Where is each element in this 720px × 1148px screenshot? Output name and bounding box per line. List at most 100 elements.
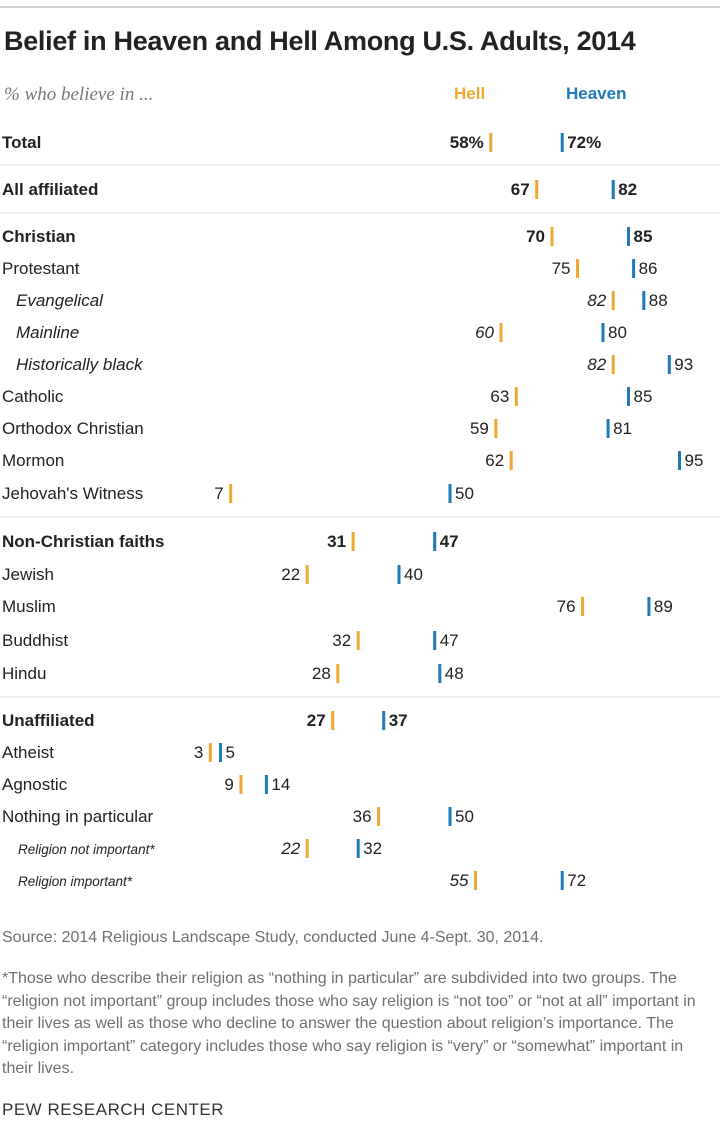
- hell-marker: [576, 259, 579, 278]
- hell-value-label: 31: [327, 532, 346, 551]
- legend-hell: Hell: [454, 84, 486, 103]
- hell-value-label: 67: [511, 180, 530, 199]
- row-label: Buddhist: [2, 631, 68, 650]
- hell-value-label: 82: [587, 291, 606, 310]
- heaven-marker: [627, 387, 630, 406]
- row-label: Unaffiliated: [2, 711, 95, 730]
- hell-value-label: 63: [490, 387, 509, 406]
- hell-marker: [509, 451, 513, 470]
- heaven-value-label: 47: [440, 631, 459, 650]
- hell-marker: [208, 743, 212, 762]
- heaven-marker: [438, 664, 442, 683]
- row-label: Historically black: [16, 355, 144, 374]
- row-label: All affiliated: [2, 180, 98, 199]
- hell-marker: [377, 807, 381, 826]
- heaven-value-label: 89: [654, 597, 673, 616]
- heaven-marker: [632, 259, 636, 278]
- hell-value-label: 36: [353, 807, 372, 826]
- heaven-value-label: 40: [404, 565, 423, 584]
- heaven-marker: [606, 419, 610, 438]
- pew-logo: PEW RESEARCH CENTER: [2, 1100, 225, 1119]
- hell-marker: [351, 532, 355, 551]
- hell-marker: [494, 419, 498, 438]
- heaven-value-label: 37: [389, 711, 408, 730]
- row-label: Religion not important*: [18, 842, 155, 857]
- heaven-marker: [560, 871, 564, 890]
- hell-value-label: 7: [214, 484, 223, 503]
- row-label: Religion important*: [18, 874, 133, 889]
- hell-value-label: 32: [332, 631, 351, 650]
- heaven-value-label: 72%: [567, 133, 601, 152]
- hell-marker: [550, 227, 554, 246]
- row-label: Orthodox Christian: [2, 419, 144, 438]
- hell-value-label: 60: [475, 323, 494, 342]
- chart-subtitle: % who believe in ...: [4, 84, 154, 105]
- hell-marker: [489, 133, 493, 152]
- row-label: Atheist: [2, 743, 54, 762]
- hell-value-label: 22: [281, 565, 300, 584]
- row-label: Jehovah's Witness: [2, 484, 143, 503]
- heaven-marker: [627, 227, 630, 246]
- heaven-marker: [382, 711, 386, 730]
- hell-marker: [305, 565, 309, 584]
- heaven-value-label: 95: [685, 451, 704, 470]
- hell-marker: [336, 664, 340, 683]
- heaven-marker: [642, 291, 646, 310]
- hell-marker: [356, 631, 360, 650]
- hell-value-label: 3: [194, 743, 203, 762]
- heaven-value-label: 14: [271, 775, 290, 794]
- row-label: Christian: [2, 227, 76, 246]
- hell-value-label: 82: [587, 355, 606, 374]
- heaven-value-label: 85: [634, 387, 653, 406]
- hell-marker: [611, 355, 615, 374]
- heaven-marker: [667, 355, 671, 374]
- top-rule: [0, 6, 720, 8]
- hell-marker: [305, 839, 309, 858]
- hell-value-label: 55: [450, 871, 469, 890]
- hell-marker: [499, 323, 503, 342]
- hell-marker: [239, 775, 243, 794]
- hell-marker: [514, 387, 518, 406]
- heaven-marker: [448, 484, 452, 503]
- heaven-value-label: 32: [363, 839, 382, 858]
- row-label: Agnostic: [2, 775, 68, 794]
- heaven-value-label: 82: [618, 180, 637, 199]
- source-note: Source: 2014 Religious Landscape Study, …: [2, 929, 544, 946]
- heaven-value-label: 81: [613, 419, 632, 438]
- heaven-value-label: 80: [608, 323, 627, 342]
- hell-value-label: 22: [280, 839, 300, 858]
- hell-value-label: 62: [485, 451, 504, 470]
- hell-value-label: 28: [312, 664, 331, 683]
- heaven-value-label: 50: [455, 807, 474, 826]
- hell-value-label: 59: [470, 419, 489, 438]
- hell-value-label: 9: [224, 775, 233, 794]
- heaven-value-label: 93: [674, 355, 693, 374]
- row-label: Jewish: [2, 565, 54, 584]
- heaven-marker: [647, 597, 651, 616]
- hell-value-label: 70: [526, 227, 545, 246]
- dot-chart: Total 58% 72% All affiliated 67 82 Christian 70…: [0, 133, 720, 890]
- footnote: *Those who describe their religion as “n…: [2, 970, 696, 1077]
- row-label: Muslim: [2, 597, 56, 616]
- chart-title: Belief in Heaven and Hell Among U.S. Adu…: [4, 26, 636, 56]
- row-label: Total: [2, 133, 41, 152]
- hell-value-label: 75: [552, 259, 571, 278]
- heaven-value-label: 5: [226, 743, 235, 762]
- row-label: Catholic: [2, 387, 64, 406]
- row-label: Non-Christian faiths: [2, 532, 164, 551]
- hell-marker: [581, 597, 585, 616]
- heaven-marker: [601, 323, 605, 342]
- heaven-value-label: 85: [634, 227, 653, 246]
- heaven-marker: [397, 565, 401, 584]
- heaven-value-label: 50: [455, 484, 474, 503]
- row-label: Hindu: [2, 664, 46, 683]
- heaven-marker: [356, 839, 360, 858]
- hell-marker: [611, 291, 615, 310]
- hell-value-label: 76: [557, 597, 576, 616]
- heaven-marker: [560, 133, 564, 152]
- hell-marker: [331, 711, 335, 730]
- row-label: Protestant: [2, 259, 80, 278]
- heaven-marker: [264, 775, 268, 794]
- hell-value-label: 27: [307, 711, 326, 730]
- heaven-value-label: 72: [567, 871, 586, 890]
